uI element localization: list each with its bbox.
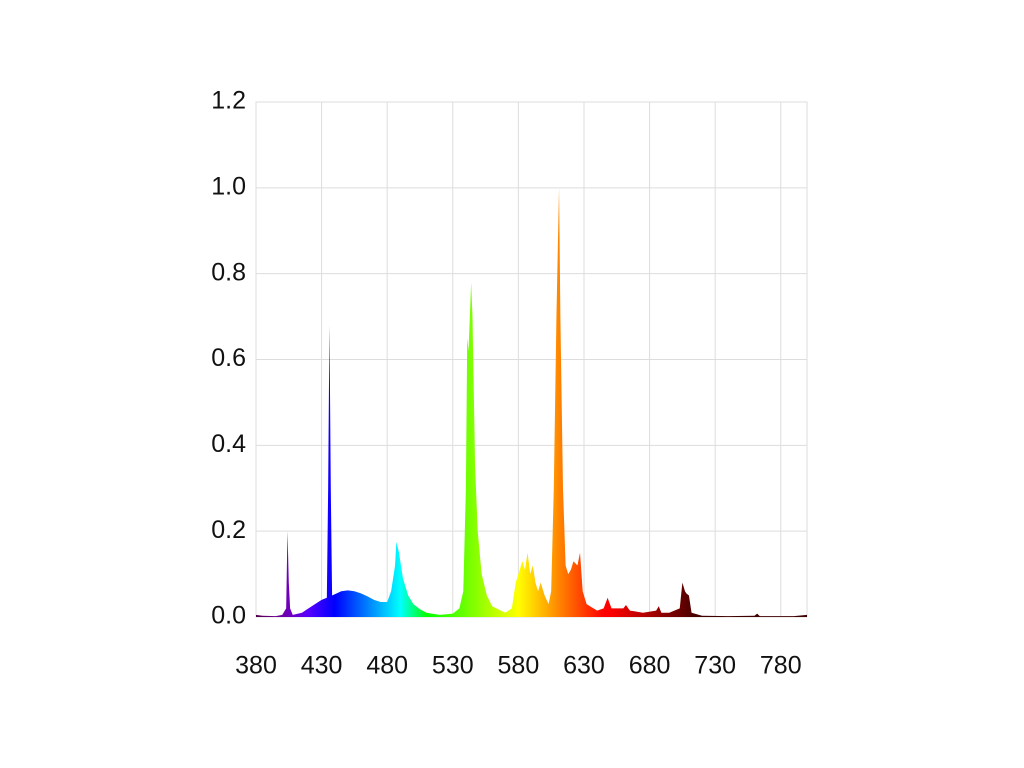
x-tick-label: 680: [629, 652, 671, 680]
x-tick-label: 380: [235, 652, 277, 680]
y-tick-label: 1.0: [211, 172, 246, 200]
spectrum-area: [256, 187, 807, 618]
y-tick-label: 1.2: [211, 87, 246, 115]
y-tick-label: 0.2: [211, 516, 246, 544]
y-tick-label: 0.8: [211, 258, 246, 286]
x-tick-label: 580: [498, 652, 540, 680]
x-tick-label: 780: [760, 652, 802, 680]
x-tick-label: 480: [366, 652, 408, 680]
x-tick-label: 530: [432, 652, 474, 680]
x-tick-label: 630: [563, 652, 605, 680]
y-tick-label: 0.0: [211, 602, 246, 630]
x-tick-label: 430: [301, 652, 343, 680]
y-tick-label: 0.4: [211, 430, 246, 458]
y-tick-label: 0.6: [211, 344, 246, 372]
x-tick-label: 730: [694, 652, 736, 680]
